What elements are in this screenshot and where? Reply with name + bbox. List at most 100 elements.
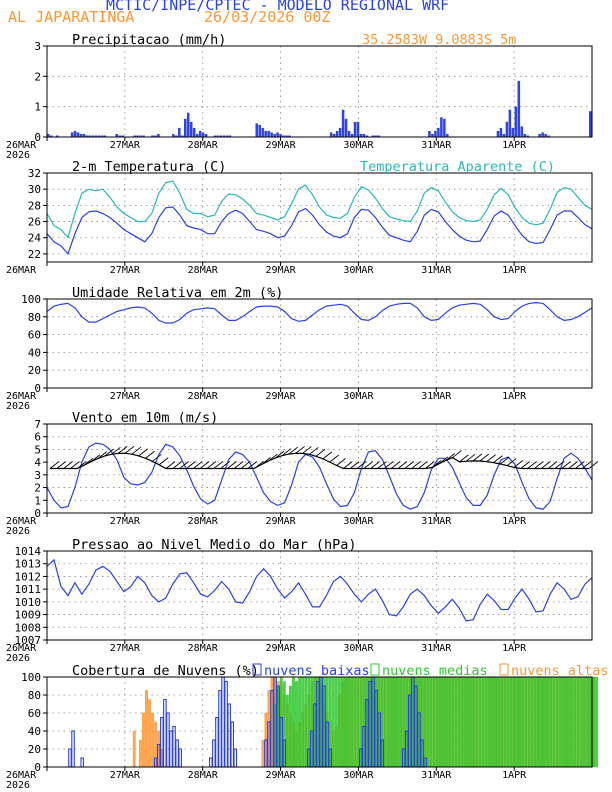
precip-bar xyxy=(189,121,193,137)
cloud-bar-1 xyxy=(331,676,335,768)
cloud-bar-1 xyxy=(579,676,583,768)
wind-barb xyxy=(70,461,80,469)
cloud-bar-1 xyxy=(454,676,458,768)
precip-bar xyxy=(365,135,369,137)
cloud-bar-1 xyxy=(396,676,399,768)
ytick-label: 1012 xyxy=(15,570,42,583)
xtick-label: 30MAR xyxy=(343,140,374,151)
wind-barb xyxy=(363,461,374,469)
precip-bar xyxy=(270,132,273,137)
xtick-label: 29MAR xyxy=(266,516,297,527)
precip-bar xyxy=(121,135,124,137)
precip-bar xyxy=(222,135,226,137)
cloud-bar-1 xyxy=(475,676,479,768)
precip-bar xyxy=(204,133,208,137)
xtick-label: 1APR xyxy=(502,140,527,151)
xtick-label: 31MAR xyxy=(421,770,452,781)
cloud-bar-1 xyxy=(503,676,507,768)
xtick-label: 26MAR xyxy=(6,391,37,402)
cloud-bar-1 xyxy=(589,676,592,768)
panel-frame xyxy=(46,172,593,263)
cloud-bar-1 xyxy=(543,676,546,768)
precip-bar xyxy=(79,133,83,137)
cloud-bar-0 xyxy=(169,730,173,768)
wind-barb xyxy=(295,445,305,454)
precip-bar xyxy=(118,135,122,137)
precip-bar xyxy=(225,135,229,137)
xtick-label: 28MAR xyxy=(188,265,219,276)
precip-bar xyxy=(508,109,512,137)
cloud-bar-1 xyxy=(595,676,599,768)
cloud-bar-1 xyxy=(500,676,504,768)
wind-barb xyxy=(193,461,203,469)
wind-barb xyxy=(513,459,524,468)
cloud-bar-1 xyxy=(491,676,494,768)
wind-barb xyxy=(500,456,510,465)
legend-swatch xyxy=(499,663,509,676)
xtick-label: 31MAR xyxy=(421,391,452,402)
ytick-label: 40 xyxy=(28,725,41,738)
legend-apparent-temp: Temperatura Aparente (C) xyxy=(360,159,555,175)
precip-bar xyxy=(49,135,53,137)
cloud-bar-1 xyxy=(457,676,461,768)
precip-bar xyxy=(228,135,232,137)
ytick-label: 1011 xyxy=(15,583,42,596)
xtick-label: 31MAR xyxy=(421,140,452,151)
xtick-label: 26MAR xyxy=(6,643,37,654)
cloud-bar-0 xyxy=(166,712,170,768)
cloud-bar-1 xyxy=(445,676,448,768)
location-label: AL JAPARATINGA xyxy=(8,8,135,26)
panel-1 xyxy=(43,172,593,266)
xtick-label: 28MAR xyxy=(188,770,219,781)
xtick-label: 31MAR xyxy=(421,265,452,276)
cloud-bar-1 xyxy=(288,685,292,768)
cloud-bar-1 xyxy=(521,676,525,768)
precip-bar xyxy=(517,80,521,137)
ytick-label: 60 xyxy=(28,329,41,342)
wind-barb xyxy=(547,461,558,469)
precip-bar xyxy=(264,130,267,137)
cloud-bar-1 xyxy=(386,676,390,768)
precip-bar xyxy=(76,132,80,137)
cloud-bar-1 xyxy=(356,676,360,768)
cloud-bar-1 xyxy=(533,676,537,768)
cloud-bar-1 xyxy=(518,676,522,768)
wind-barb xyxy=(56,461,67,469)
precip-bar xyxy=(502,133,506,137)
cloud-bar-1 xyxy=(429,676,433,768)
ytick-label: 22 xyxy=(28,248,41,261)
xtick-label: 27MAR xyxy=(110,265,141,276)
precip-bar xyxy=(154,135,157,137)
legend-label: nuvens altas xyxy=(511,663,609,679)
wind-barb xyxy=(356,461,367,469)
location-coords: 35.2583W 9.0883S 5m xyxy=(362,32,516,48)
cloud-bar-1 xyxy=(383,676,387,768)
cloud-bar-1 xyxy=(552,676,556,768)
cloud-bar-1 xyxy=(347,676,351,768)
cloud-bar-1 xyxy=(567,676,571,768)
ytick-label: 1014 xyxy=(15,545,42,558)
precip-bar xyxy=(258,124,261,137)
cloud-bar-1 xyxy=(481,676,485,768)
wind-barb xyxy=(281,448,292,457)
ytick-label: 1013 xyxy=(15,558,42,571)
legend-swatch xyxy=(370,663,380,676)
xtick-label: 27MAR xyxy=(110,140,141,151)
wind-barb xyxy=(540,461,551,469)
cloud-bar-1 xyxy=(298,676,302,768)
cloud-bar-2 xyxy=(142,712,145,768)
wind-barb xyxy=(370,461,380,469)
xtick-label: 29MAR xyxy=(266,643,297,654)
run-date-label: 26/03/2026 00Z xyxy=(204,8,331,26)
precip-bar xyxy=(437,127,440,137)
panel-title: Umidade Relativa em 2m (%) xyxy=(72,285,283,301)
precip-bar xyxy=(139,135,142,137)
cloud-bar-1 xyxy=(536,676,540,768)
wind-barb xyxy=(117,446,128,454)
wind-barb xyxy=(397,461,408,469)
xtick-label: 1APR xyxy=(502,643,527,654)
wind-barb xyxy=(452,450,462,458)
cloud-bar-1 xyxy=(341,676,344,768)
ytick-label: 20 xyxy=(28,743,41,756)
